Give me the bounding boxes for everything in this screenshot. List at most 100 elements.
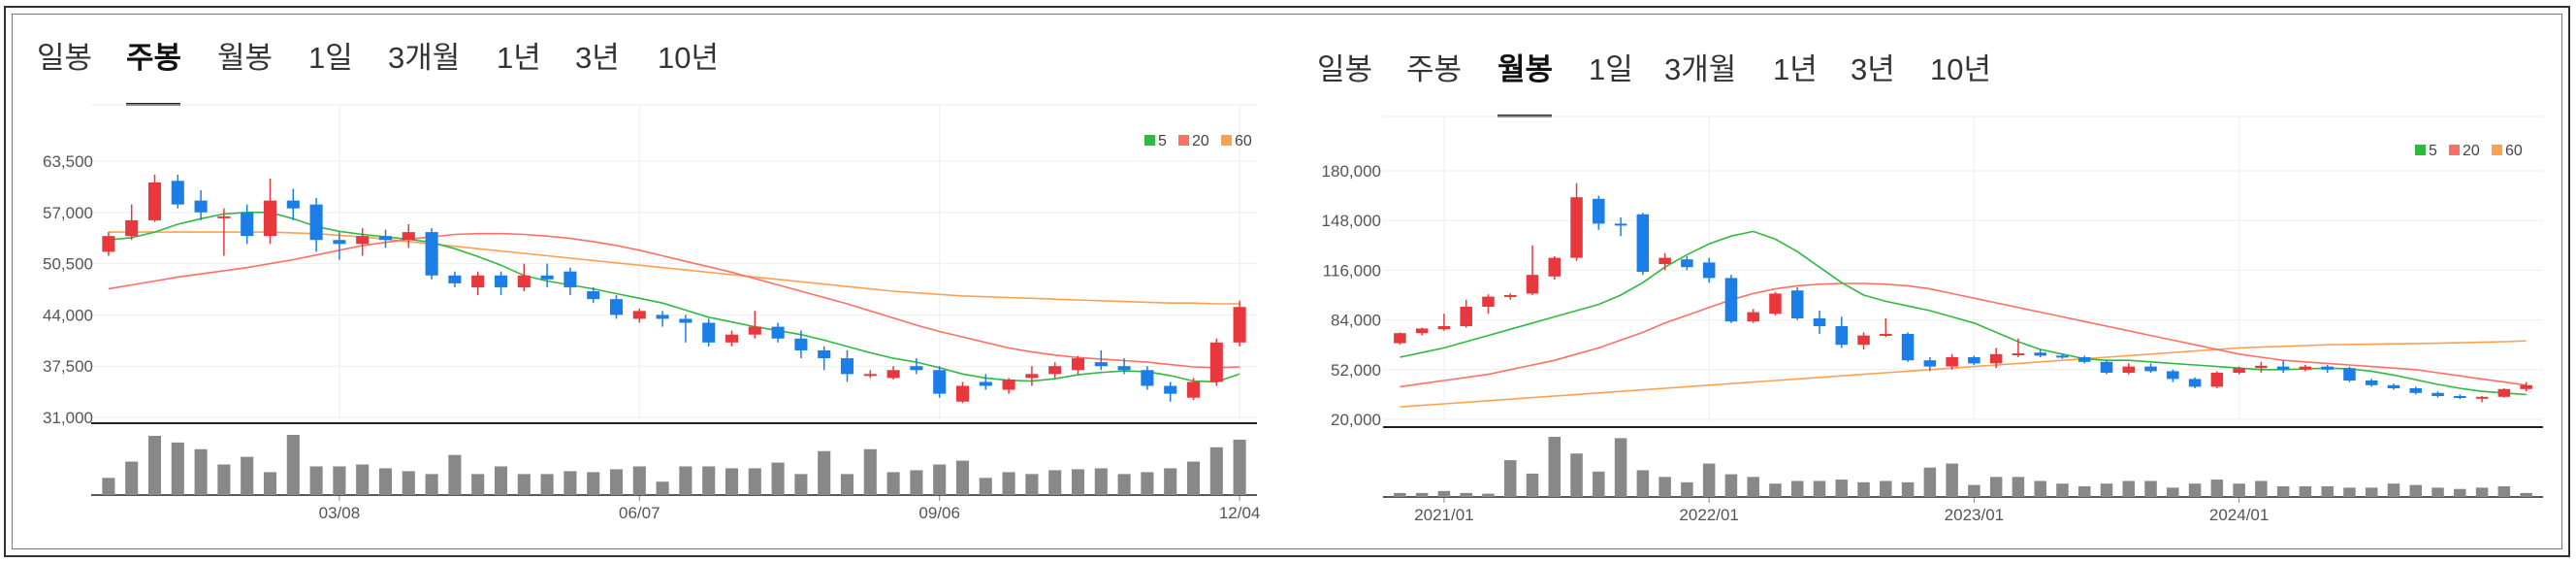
volume-bar xyxy=(1548,437,1562,497)
volume-bar xyxy=(1117,474,1131,495)
volume-bar xyxy=(1025,474,1039,495)
tab-1day[interactable]: 1일 xyxy=(1589,52,1633,86)
volume-bar xyxy=(2100,483,2113,497)
candle-up xyxy=(2210,371,2224,388)
candle-body xyxy=(979,381,992,386)
volume-bar xyxy=(1593,471,1605,497)
tab-10years[interactable]: 10년 xyxy=(1930,52,1992,86)
tab-10years[interactable]: 10년 xyxy=(658,41,720,75)
candle-down xyxy=(2077,355,2091,364)
candle-body xyxy=(1002,380,1015,390)
volume-bar xyxy=(2122,480,2136,497)
candle-body xyxy=(1071,358,1085,371)
candle-body xyxy=(840,358,854,375)
volume-bar xyxy=(724,468,739,495)
candle-up xyxy=(1002,378,1015,394)
candle-up xyxy=(1769,291,1782,315)
x-tick-label: 2023/01 xyxy=(1945,506,2004,524)
candle-up xyxy=(863,370,877,379)
volume-bar xyxy=(286,435,300,495)
candle-body xyxy=(1164,385,1177,394)
candle-body xyxy=(540,275,554,280)
candle-up xyxy=(1857,332,1870,349)
candle-body xyxy=(609,299,624,315)
volume-bar xyxy=(2255,480,2268,497)
candle-down xyxy=(771,322,785,343)
candle-body xyxy=(2343,368,2356,381)
candle-down xyxy=(2100,360,2113,375)
candle-up xyxy=(1209,338,1223,386)
candle-down xyxy=(1702,257,1716,283)
volume-bar xyxy=(2077,485,2091,497)
tab-1year[interactable]: 1년 xyxy=(497,41,541,75)
candle-down xyxy=(1724,275,1738,323)
tab-3years[interactable]: 3년 xyxy=(575,41,620,75)
candle-down xyxy=(171,174,184,209)
candle-body xyxy=(2210,373,2224,387)
candle-body xyxy=(471,275,485,287)
candle-up xyxy=(2299,365,2312,372)
candle-body xyxy=(102,236,115,252)
candle-down xyxy=(241,204,254,245)
candle-body xyxy=(1681,259,1693,268)
tab-daily[interactable]: 일봉 xyxy=(1317,52,1373,86)
candle-down xyxy=(702,318,716,347)
tab-monthly[interactable]: 월봉 xyxy=(217,41,274,75)
tab-1year[interactable]: 1년 xyxy=(1773,52,1818,86)
period-tabs: 일봉 주봉 월봉 1일 3개월 1년 3년 10년 xyxy=(0,33,1261,91)
tab-daily[interactable]: 일봉 xyxy=(37,41,93,75)
candle-down xyxy=(1835,316,1849,348)
volume-bar xyxy=(1570,453,1583,497)
tab-monthly[interactable]: 월봉 xyxy=(1497,52,1554,86)
candle-down xyxy=(1117,358,1131,375)
legend-label: 60 xyxy=(2505,143,2523,159)
tab-1day[interactable]: 1일 xyxy=(308,41,353,75)
candle-down xyxy=(656,311,669,327)
volume-bar xyxy=(309,466,323,495)
tab-3months[interactable]: 3개월 xyxy=(388,41,461,75)
candle-up xyxy=(1186,378,1201,401)
tab-3years[interactable]: 3년 xyxy=(1851,52,1895,86)
volume-bar xyxy=(1186,461,1201,495)
volume-bar xyxy=(2034,480,2046,497)
candle-down xyxy=(2056,353,2069,359)
volume-bar xyxy=(1209,447,1223,495)
candle-down xyxy=(1094,349,1108,371)
volume-bar xyxy=(1747,477,1759,497)
candle-up xyxy=(1460,299,1472,328)
candle-down xyxy=(2365,379,2378,387)
candle-up xyxy=(1526,245,1539,295)
candle-body xyxy=(1989,353,2003,364)
candle-up xyxy=(2497,388,2511,398)
volume-bar xyxy=(702,466,716,495)
candle-down xyxy=(1141,366,1154,390)
candle-up xyxy=(2475,396,2489,403)
volume-bar xyxy=(217,464,231,495)
candle-up xyxy=(2520,381,2532,392)
candle-up xyxy=(356,228,370,256)
candle-down xyxy=(1813,311,1826,334)
candle-down xyxy=(2454,394,2466,400)
volume-bar xyxy=(1394,492,1406,497)
ma5-line xyxy=(108,212,1240,383)
volume-bar xyxy=(2431,487,2444,497)
volume-bar xyxy=(2299,485,2312,497)
tab-weekly[interactable]: 주봉 xyxy=(1406,52,1463,86)
volume-bar xyxy=(1002,472,1015,495)
candle-body xyxy=(2475,396,2489,399)
candle-up xyxy=(748,311,761,339)
candle-down xyxy=(425,228,438,280)
y-tick-label: 57,000 xyxy=(43,204,93,222)
tab-weekly[interactable]: 주봉 xyxy=(126,41,182,75)
volume-bar xyxy=(1923,467,1937,497)
candle-body xyxy=(1437,326,1451,330)
tab-3months[interactable]: 3개월 xyxy=(1664,52,1737,86)
candle-body xyxy=(1880,334,1892,336)
volume-bar xyxy=(378,468,393,495)
volume-bar xyxy=(2520,492,2532,497)
monthly-chart-panel: 일봉 주봉 월봉 1일 3개월 1년 3년 10년 180,000 148,000… xyxy=(1280,0,2576,563)
y-tick-label: 44,000 xyxy=(43,306,93,324)
volume-bar xyxy=(2365,487,2378,497)
volume-bar xyxy=(886,472,900,495)
candle-up xyxy=(724,330,739,347)
